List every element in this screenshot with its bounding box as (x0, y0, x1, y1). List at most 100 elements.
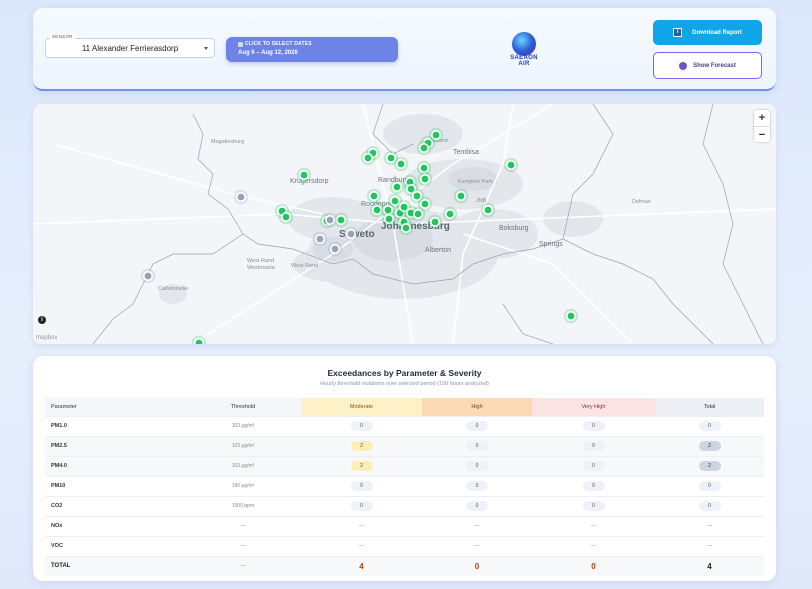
row-moderate-cell: 2 (301, 435, 422, 456)
zoom-out-button[interactable]: − (754, 126, 770, 142)
exceedances-table: Parameter Threshold Moderate High Very H… (45, 398, 764, 576)
row-total-cell: — (655, 515, 764, 536)
sensor-marker-active[interactable] (389, 196, 400, 207)
download-report-button[interactable]: i Download Report (653, 20, 762, 45)
high-pill: 0 (466, 421, 488, 431)
sensor-marker-active[interactable] (395, 158, 406, 169)
row-total-cell: 0 (655, 415, 764, 436)
zoom-in-button[interactable]: + (758, 112, 766, 124)
sensor-select[interactable]: 11 Alexander Ferrierasdorp (45, 38, 215, 58)
row-threshold: 103 µg/m³ (185, 455, 301, 476)
zoom-control: + − (754, 110, 770, 142)
very-high-pill: 0 (582, 421, 605, 431)
sensor-select-value: 11 Alexander Ferrierasdorp (81, 43, 179, 53)
sensor-marker-active-halo (410, 206, 426, 222)
row-high-cell: 0 (422, 415, 532, 436)
col-very-high: Very High (532, 398, 655, 416)
row-moderate-cell: — (301, 515, 422, 536)
sensor-map[interactable]: Magaliesburg Tembisa Krugersdorp Randbur… (33, 104, 776, 344)
row-param: CO2 (45, 495, 185, 516)
sensor-marker-active[interactable] (362, 152, 373, 163)
sensor-marker-active[interactable] (429, 217, 440, 228)
table-row: PM4.0 103 µg/m³ 2 0 0 2 (45, 455, 764, 476)
sensor-marker-inactive-halo (343, 226, 359, 242)
row-threshold: 190 µg/m³ (185, 475, 301, 496)
sensor-marker-active[interactable] (400, 223, 411, 234)
table-total-row: TOTAL — 4 0 0 4 (45, 555, 764, 576)
sensor-marker-inactive[interactable] (143, 271, 154, 282)
sensor-marker-active[interactable] (482, 205, 493, 216)
sensor-marker-active[interactable] (383, 214, 394, 225)
sensor-marker-active[interactable] (405, 184, 416, 195)
total-moderate: 4 (301, 555, 422, 576)
sensor-marker-active-halo (403, 181, 419, 197)
sensor-marker-active[interactable] (368, 191, 379, 202)
sensor-marker-active-halo (383, 150, 399, 166)
date-caption-text: CLICK TO SELECT DATES (245, 41, 312, 47)
sensor-marker-active[interactable] (194, 338, 204, 344)
total-pill: 0 (698, 481, 721, 491)
sensor-marker-active-halo (428, 127, 444, 143)
col-parameter: Parameter (45, 398, 185, 416)
total-very-high: 0 (532, 555, 655, 576)
row-total-cell: 0 (655, 475, 764, 496)
sensor-marker-active-halo (360, 150, 376, 166)
map-label-magaliesburg: Magaliesburg (211, 139, 245, 145)
sensor-marker-inactive[interactable] (345, 229, 356, 240)
map-canvas (33, 104, 776, 344)
sensor-marker-active[interactable] (385, 152, 396, 163)
sensor-marker-inactive[interactable] (236, 192, 247, 203)
sensor-marker-active-halo (278, 209, 294, 225)
row-param: VOC (45, 535, 185, 556)
row-threshold: 1000 ppm (185, 495, 301, 516)
table-header-row: Parameter Threshold Moderate High Very H… (45, 398, 764, 416)
sensor-marker-active[interactable] (505, 159, 516, 170)
sensor-marker-inactive[interactable] (329, 244, 340, 255)
sensor-marker-active[interactable] (281, 212, 292, 223)
calendar-icon (238, 41, 243, 47)
sensor-marker-active[interactable] (298, 170, 309, 181)
sensor-marker-active[interactable] (418, 142, 429, 153)
sensor-marker-inactive[interactable] (324, 215, 335, 226)
sensor-marker-inactive[interactable] (314, 234, 325, 245)
map-label-delmas: Delmas (632, 199, 651, 205)
show-forecast-button[interactable]: Show Forecast (653, 52, 762, 79)
sensor-marker-active[interactable] (391, 182, 402, 193)
moderate-pill: 2 (350, 441, 373, 451)
sensor-marker-active[interactable] (565, 311, 576, 322)
row-moderate-cell: 2 (301, 455, 422, 476)
sensor-marker-active[interactable] (430, 129, 441, 140)
sensor-marker-active[interactable] (419, 199, 430, 210)
chevron-down-icon (204, 47, 208, 50)
sensor-marker-active-halo (480, 202, 496, 218)
row-high-cell: 0 (422, 495, 532, 516)
table-row: VOC — — — — — (45, 535, 764, 556)
date-range-button[interactable]: CLICK TO SELECT DATES Aug 6 – Aug 12, 20… (226, 37, 398, 62)
sensor-marker-active[interactable] (418, 162, 429, 173)
row-threshold: 103 µg/m³ (185, 435, 301, 456)
map-label-krugersdorp: Krugersdorp (290, 178, 329, 185)
col-total: Total (655, 398, 764, 416)
sensor-marker-active[interactable] (398, 202, 409, 213)
row-moderate-cell: 0 (301, 475, 422, 496)
sensor-marker-active-halo (563, 308, 579, 324)
col-high: High (422, 398, 532, 416)
moderate-pill: 0 (350, 481, 373, 491)
row-high-cell: 0 (422, 435, 532, 456)
sensor-marker-active[interactable] (455, 191, 466, 202)
very-high-pill: 0 (582, 481, 605, 491)
mapbox-logo: mapbox (36, 335, 58, 341)
date-caption: CLICK TO SELECT DATES (238, 41, 312, 47)
sensor-marker-active[interactable] (411, 191, 422, 202)
map-label-boksburg: Boksburg (499, 225, 529, 232)
table-row: CO2 1000 ppm 0 0 0 0 (45, 495, 764, 516)
row-high-cell: 0 (422, 455, 532, 476)
sensor-marker-active[interactable] (444, 209, 455, 220)
sensor-marker-active-halo (442, 206, 458, 222)
col-threshold: Threshold (185, 398, 301, 416)
sensor-marker-active[interactable] (412, 209, 423, 220)
sensor-marker-active[interactable] (335, 215, 346, 226)
sensor-marker-active[interactable] (371, 205, 382, 216)
sensor-marker-active[interactable] (419, 174, 430, 185)
info-icon[interactable]: i (38, 316, 46, 324)
